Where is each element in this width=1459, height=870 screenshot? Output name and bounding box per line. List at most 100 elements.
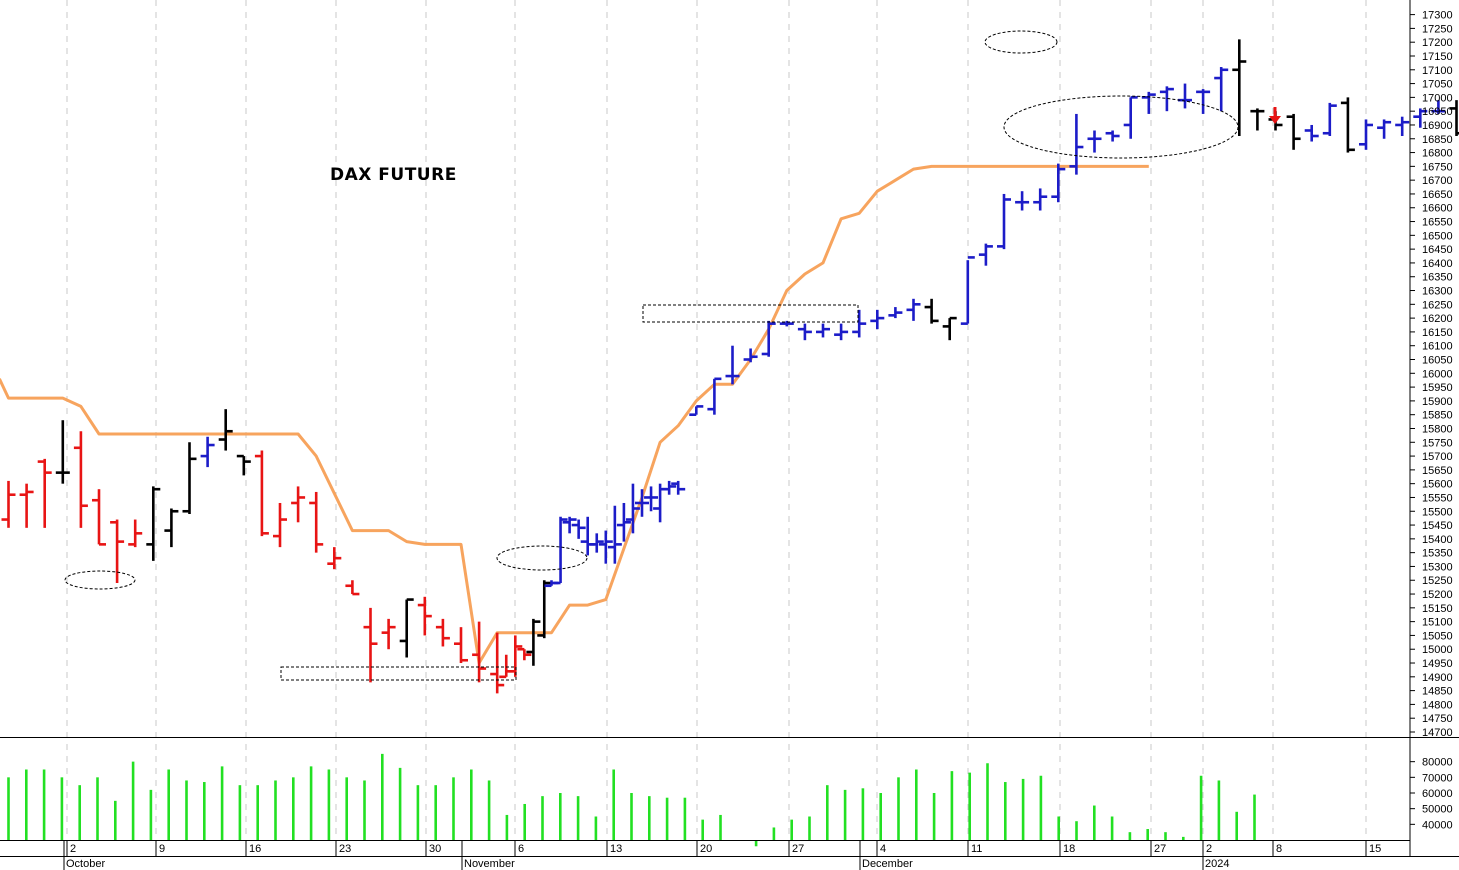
- down-arrow-icon: [1269, 107, 1281, 124]
- ohlc-bar: [73, 431, 88, 528]
- day-tick-label: 16: [249, 843, 261, 855]
- price-tick-label: 16750: [1422, 161, 1453, 173]
- day-tick-label: 6: [518, 843, 524, 855]
- highlight-ellipse: [984, 30, 1058, 54]
- price-tick-label: 16900: [1422, 120, 1453, 132]
- month-label: November: [464, 858, 515, 870]
- ohlc-bar: [435, 618, 450, 647]
- ohlc-bar: [1051, 163, 1066, 203]
- ohlc-bar: [254, 450, 269, 537]
- volume-tick-label: 60000: [1422, 788, 1453, 800]
- price-tick-label: 15400: [1422, 534, 1453, 546]
- ohlc-bar: [1178, 83, 1192, 109]
- price-tick-label: 17200: [1422, 37, 1453, 49]
- ohlc-bar: [1377, 119, 1392, 139]
- ohlc-bar: [870, 309, 885, 330]
- ohlc-bar: [110, 519, 125, 584]
- day-tick-label: 20: [700, 843, 712, 855]
- price-tick-label: 14800: [1422, 699, 1453, 711]
- price-tick-label: 14700: [1422, 727, 1453, 739]
- ohlc-bar: [616, 502, 631, 542]
- ohlc-bar: [978, 243, 993, 266]
- month-label: October: [66, 858, 105, 870]
- ohlc-bar: [1304, 124, 1319, 142]
- highlight-ellipse: [496, 545, 588, 571]
- price-tick-label: 15650: [1422, 465, 1453, 477]
- ohlc-bar: [1232, 39, 1247, 137]
- ohlc-bar: [580, 516, 595, 556]
- price-tick-label: 15250: [1422, 575, 1453, 587]
- ohlc-bar: [888, 307, 903, 319]
- price-tick-label: 14900: [1422, 672, 1453, 684]
- ohlc-bar: [997, 193, 1011, 250]
- price-bars-layer: [1, 39, 1459, 694]
- price-tick-label: 17000: [1422, 92, 1453, 104]
- price-tick-label: 15800: [1422, 423, 1453, 435]
- price-tick-label: 16050: [1422, 355, 1453, 367]
- ohlc-bar: [1359, 119, 1373, 150]
- price-tick-label: 17250: [1422, 23, 1453, 35]
- ohlc-bar: [517, 647, 532, 661]
- day-tick-label: 11: [971, 843, 982, 855]
- price-tick-label: 15900: [1422, 396, 1453, 408]
- ohlc-bar: [490, 632, 505, 694]
- price-tick-label: 15000: [1422, 644, 1453, 656]
- ohlc-bar: [128, 519, 143, 548]
- price-tick-label: 17300: [1422, 10, 1453, 22]
- ohlc-bar: [1322, 102, 1337, 137]
- ohlc-bar: [537, 580, 552, 639]
- price-tick-label: 15200: [1422, 589, 1453, 601]
- ohlc-bar: [571, 519, 586, 539]
- ohlc-bar: [852, 309, 867, 338]
- price-tick-label: 16200: [1422, 313, 1453, 325]
- price-tick-label: 16550: [1422, 217, 1453, 229]
- price-tick-label: 16300: [1422, 286, 1453, 298]
- ohlc-bar: [1395, 116, 1410, 137]
- ohlc-bar: [1, 480, 16, 528]
- highlight-ellipse: [64, 570, 136, 590]
- price-tick-label: 17050: [1422, 79, 1453, 91]
- ohlc-bar: [1196, 89, 1211, 114]
- stop-line: [0, 164, 1149, 665]
- day-tick-label: 13: [610, 843, 622, 855]
- price-tick-label: 14750: [1422, 713, 1453, 725]
- ohlc-bar: [37, 458, 52, 528]
- day-tick-label: 2: [70, 843, 76, 855]
- ohlc-bar: [1250, 108, 1265, 131]
- ohlc-bar: [399, 598, 414, 658]
- highlight-ellipse: [1003, 95, 1239, 159]
- volume-tick-label: 50000: [1422, 804, 1453, 816]
- month-label: December: [862, 858, 913, 870]
- ohlc-bar: [834, 323, 849, 341]
- price-tick-label: 16850: [1422, 134, 1453, 146]
- ohlc-bar: [625, 483, 640, 534]
- stop-line-layer: [0, 164, 1149, 665]
- price-tick-label: 17100: [1422, 65, 1453, 77]
- price-tick-label: 16650: [1422, 189, 1453, 201]
- volume-tick-label: 80000: [1422, 757, 1453, 769]
- chart-title: DAX FUTURE: [330, 165, 457, 185]
- ohlc-bar: [1033, 188, 1048, 211]
- ohlc-bar: [906, 298, 921, 321]
- ohlc-bar: [598, 530, 613, 564]
- ohlc-bar: [779, 320, 794, 327]
- ohlc-bar: [1449, 100, 1459, 137]
- ohlc-bar: [273, 502, 287, 548]
- ohlc-bar: [1087, 130, 1102, 153]
- day-tick-label: 4: [880, 843, 886, 855]
- price-tick-label: 16600: [1422, 203, 1453, 215]
- price-tick-label: 15700: [1422, 451, 1453, 463]
- ohlc-bar: [236, 454, 251, 476]
- ohlc-bar: [671, 480, 686, 495]
- day-tick-label: 9: [159, 843, 165, 855]
- price-tick-label: 16950: [1422, 106, 1453, 118]
- price-tick-label: 15100: [1422, 617, 1453, 629]
- price-tick-label: 14950: [1422, 658, 1453, 670]
- month-label: 2024: [1205, 858, 1229, 870]
- ohlc-bar: [1286, 113, 1301, 150]
- ohlc-bar: [381, 618, 396, 650]
- annotations-layer: [64, 30, 1281, 681]
- price-tick-label: 16400: [1422, 258, 1453, 270]
- price-tick-label: 15750: [1422, 437, 1453, 449]
